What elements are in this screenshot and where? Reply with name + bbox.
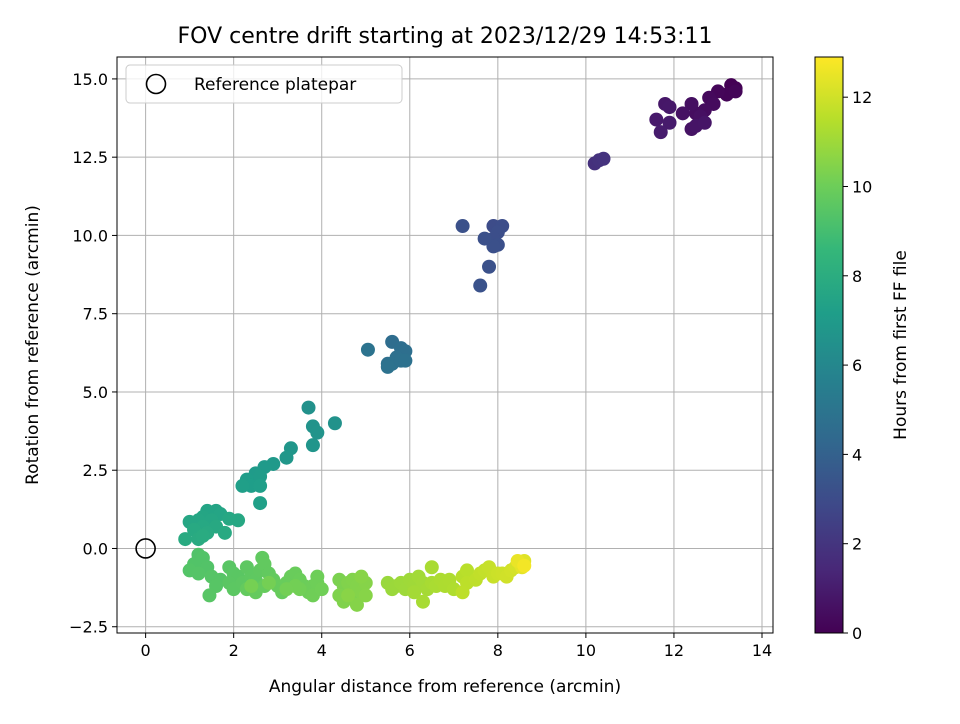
legend: Reference platepar [125,64,403,104]
y-tick-label: 12.5 [72,148,108,167]
data-point [653,125,668,140]
data-point [649,112,664,127]
x-tick-label: 4 [317,641,327,660]
data-point [684,96,699,111]
colorbar-fill [815,57,843,633]
y-tick-label: 5.0 [83,383,108,402]
data-point [697,115,712,130]
data-point [195,528,210,543]
data-point [398,353,413,368]
colorbar-tick-label: 8 [852,267,862,286]
data-point [596,151,611,166]
data-point [455,219,470,234]
legend-box [125,64,403,104]
chart-title: FOV centre drift starting at 2023/12/29 … [178,24,713,49]
y-tick-label: 0.0 [83,539,108,558]
x-tick-label: 6 [405,641,415,660]
colorbar-tick-label: 10 [852,177,872,196]
legend-marker [145,73,167,95]
colorbar-tick-label: 2 [852,535,862,554]
data-point [473,278,488,293]
data-point [261,575,276,590]
x-axis-ticks: 0 2 4 6 8 10 12 14 [141,633,772,660]
colorbar-tick-label: 0 [852,624,862,643]
data-point [455,585,470,600]
data-point [279,450,294,465]
data-point [517,558,532,573]
data-point [728,84,743,99]
data-point [407,585,422,600]
data-point [662,115,677,130]
data-point [310,425,325,440]
data-point [244,579,259,594]
data-points [178,78,743,612]
data-point [349,597,364,612]
x-tick-label: 2 [229,641,239,660]
data-point [327,416,342,431]
data-point [415,594,430,609]
x-tick-label: 14 [752,641,772,660]
colorbar-tick-label: 4 [852,445,862,464]
data-point [253,496,268,511]
data-point [222,511,237,526]
y-tick-label: 2.5 [83,461,108,480]
x-tick-label: 10 [576,641,596,660]
data-point [460,563,475,578]
data-point [253,478,268,493]
x-tick-label: 8 [493,641,503,660]
reference-platepar-point [135,538,156,559]
data-point [191,566,206,581]
data-point [380,359,395,374]
data-point [360,342,375,357]
colorbar-tick-label: 12 [852,88,872,107]
legend-label: Reference platepar [194,75,356,95]
colorbar-label: Hours from first FF file [891,250,911,440]
data-point [178,532,193,547]
x-tick-label: 0 [141,641,151,660]
colorbar-ticks: 0 2 4 6 8 10 12 [843,88,872,643]
data-point [279,582,294,597]
y-tick-label: −2.5 [69,618,108,637]
x-axis-label: Angular distance from reference (arcmin) [269,677,621,697]
data-point [477,231,492,246]
data-point [662,100,677,115]
y-axis-label: Rotation from reference (arcmin) [23,205,43,485]
x-tick-label: 12 [664,641,684,660]
data-point [354,569,369,584]
data-point [424,560,439,575]
colorbar-frame [814,56,844,634]
data-point [305,438,320,453]
colorbar-tick-label: 6 [852,356,862,375]
data-point [358,588,373,603]
data-point [235,478,250,493]
data-point [217,525,232,540]
data-point [675,106,690,121]
y-tick-label: 7.5 [83,305,108,324]
data-point [482,259,497,274]
data-point [314,582,329,597]
y-tick-label: 10.0 [72,226,108,245]
data-point [341,588,356,603]
y-axis-ticks: −2.5 0.0 2.5 5.0 7.5 10.0 12.5 15.0 [69,70,117,637]
plot-frame [116,56,774,634]
colorbar: 0 2 4 6 8 10 12 Hours from first FF file [814,56,911,643]
data-point [202,588,217,603]
grid-lines [117,57,773,633]
data-point [301,400,316,415]
y-tick-label: 15.0 [72,70,108,89]
